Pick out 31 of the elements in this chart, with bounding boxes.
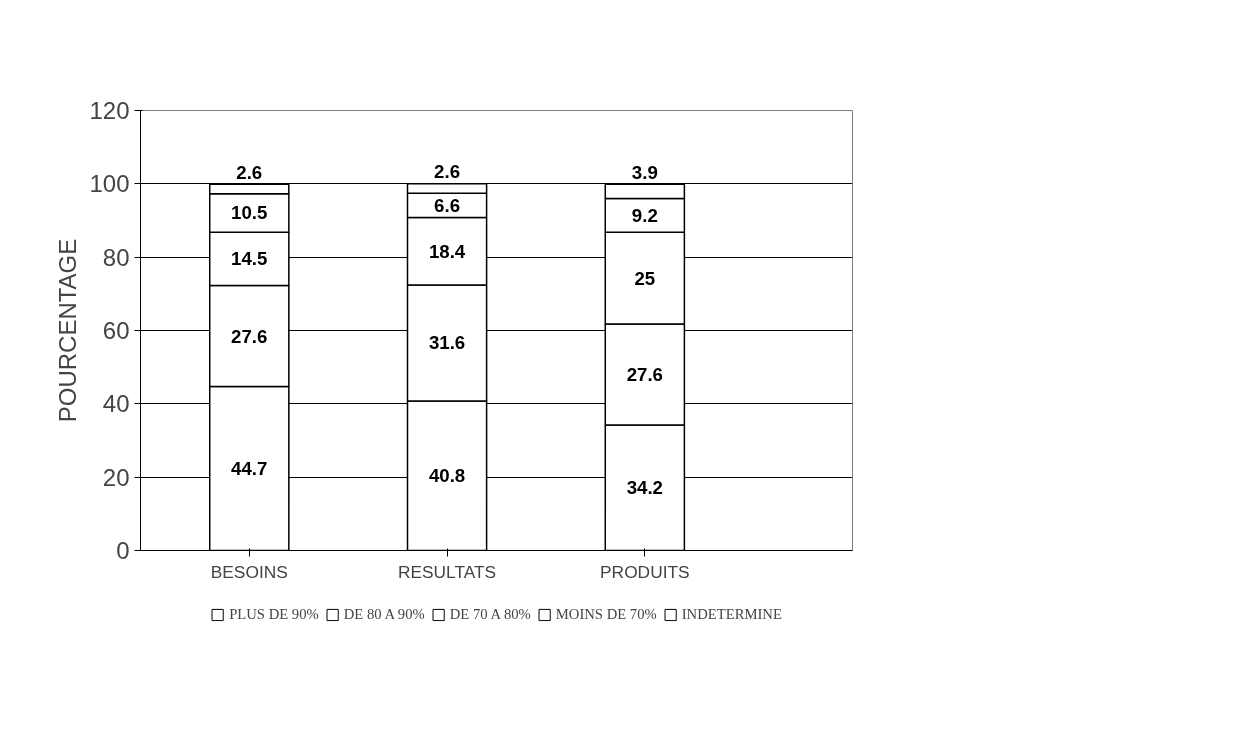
legend-label: MOINS DE 70% [555,605,657,623]
legend-label: DE 80 A 90% [343,605,425,623]
y-tick-label: 60 [102,317,130,344]
y-tick-label: 100 [89,170,130,198]
data-label: 14.5 [231,248,268,270]
data-label: 31.6 [428,332,466,354]
data-label: 3.9 [631,161,658,183]
data-label: 44.7 [231,458,268,480]
y-axis-title: POURCENTAGE [54,238,82,423]
data-label: 40.8 [428,465,466,487]
data-label: 27.6 [231,325,268,347]
x-tick-label: BESOINS [210,561,288,582]
y-tick-label: 0 [116,537,130,564]
y-tick-label: 20 [102,463,130,491]
legend-label: DE 70 A 80% [449,605,531,623]
data-label: 6.6 [434,194,461,216]
data-label: 2.6 [434,161,461,183]
data-label: 18.4 [428,240,466,262]
x-tick-label: RESULTATS [397,561,497,582]
data-label: 2.6 [236,161,263,183]
data-label: 27.6 [626,364,663,385]
legend-label: PLUS DE 90% [229,605,319,623]
data-label: 25 [634,267,656,289]
data-label: 34.2 [626,477,663,499]
x-tick-label: PRODUITS [600,561,690,582]
data-label: 9.2 [631,204,658,226]
y-tick-label: 80 [102,243,130,271]
y-tick-label: 120 [89,97,130,124]
data-label: 10.5 [231,202,268,224]
legend-label: INDETERMINE [681,605,782,623]
y-tick-label: 40 [102,390,130,418]
